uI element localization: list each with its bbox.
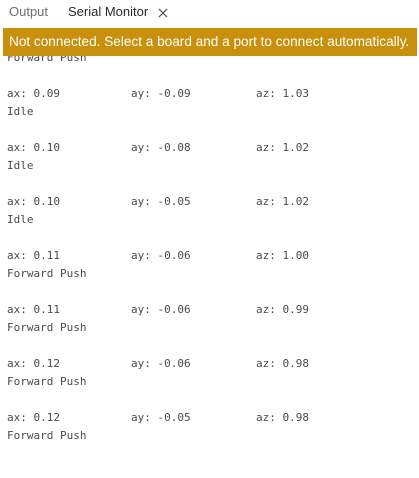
tab-serial-monitor[interactable]: Serial Monitor bbox=[68, 4, 149, 19]
console-line-readings: ax: 0.10 ay: -0.05 az: 1.02 bbox=[7, 193, 417, 211]
ay-value: ay: -0.05 bbox=[131, 411, 191, 424]
console-line-readings: ax: 0.12 ay: -0.05 az: 0.98 bbox=[7, 409, 417, 427]
console-line-readings: ax: 0.10 ay: -0.08 az: 1.02 bbox=[7, 139, 417, 157]
console-line-state: Idle bbox=[7, 105, 34, 118]
ay-value: ay: -0.09 bbox=[131, 87, 191, 100]
console-line-state: Idle bbox=[7, 159, 34, 172]
az-value: az: 1.00 bbox=[256, 249, 309, 262]
az-value: az: 0.99 bbox=[256, 303, 309, 316]
console-line-readings: ax: 0.12 ay: -0.06 az: 0.98 bbox=[7, 355, 417, 373]
serial-output-lines: Forward Push ax: 0.09 ay: -0.09 az: 1.03 Id… bbox=[7, 56, 417, 463]
console-line-state: Forward Push bbox=[7, 429, 87, 442]
console-blank-line bbox=[7, 121, 417, 139]
ax-value: ax: 0.09 bbox=[7, 87, 60, 100]
console-blank-line bbox=[7, 175, 417, 193]
az-value: az: 1.02 bbox=[256, 141, 309, 154]
console-blank-line bbox=[7, 391, 417, 409]
az-value: az: 1.03 bbox=[256, 87, 309, 100]
ay-value: ay: -0.06 bbox=[131, 357, 191, 370]
serial-output-console[interactable]: Forward Push ax: 0.09 ay: -0.09 az: 1.03 Id… bbox=[0, 56, 419, 478]
console-blank-line bbox=[7, 67, 417, 85]
console-line-readings: ax: 0.09 ay: -0.09 az: 1.03 bbox=[7, 85, 417, 103]
ay-value: ay: -0.08 bbox=[131, 141, 191, 154]
console-line-readings: ax: 0.11 ay: -0.06 az: 0.99 bbox=[7, 301, 417, 319]
az-value: az: 1.02 bbox=[256, 195, 309, 208]
console-blank-line bbox=[7, 337, 417, 355]
console-line-state: Idle bbox=[7, 213, 34, 226]
console-entries: ax: 0.09 ay: -0.09 az: 1.03 Idle ax: 0.10 ay:… bbox=[7, 85, 417, 463]
ax-value: ax: 0.12 bbox=[7, 411, 60, 424]
console-blank-line bbox=[7, 283, 417, 301]
close-icon[interactable] bbox=[156, 4, 170, 20]
ay-value: ay: -0.06 bbox=[131, 249, 191, 262]
console-line: Forward Push bbox=[7, 56, 87, 64]
not-connected-banner: Not connected. Select a board and a port… bbox=[3, 28, 417, 56]
console-line-state: Forward Push bbox=[7, 375, 87, 388]
ax-value: ax: 0.10 bbox=[7, 141, 60, 154]
ay-value: ay: -0.06 bbox=[131, 303, 191, 316]
console-blank-line bbox=[7, 229, 417, 247]
tab-output[interactable]: Output bbox=[9, 4, 49, 19]
ax-value: ax: 0.11 bbox=[7, 303, 60, 316]
ax-value: ax: 0.11 bbox=[7, 249, 60, 262]
ay-value: ay: -0.05 bbox=[131, 195, 191, 208]
console-line-state: Forward Push bbox=[7, 321, 87, 334]
console-blank-line bbox=[7, 445, 417, 463]
ax-value: ax: 0.12 bbox=[7, 357, 60, 370]
console-line-readings: ax: 0.11 ay: -0.06 az: 1.00 bbox=[7, 247, 417, 265]
az-value: az: 0.98 bbox=[256, 411, 309, 424]
az-value: az: 0.98 bbox=[256, 357, 309, 370]
console-line-state: Forward Push bbox=[7, 267, 87, 280]
ax-value: ax: 0.10 bbox=[7, 195, 60, 208]
panel-tab-bar: Output Serial Monitor bbox=[0, 0, 419, 26]
